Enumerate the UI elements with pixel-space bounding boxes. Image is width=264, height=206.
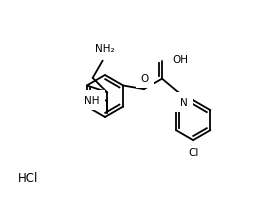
- Text: NH₂: NH₂: [95, 43, 115, 53]
- Text: N: N: [180, 98, 188, 108]
- Text: HCl: HCl: [18, 172, 38, 185]
- Text: NH: NH: [84, 96, 100, 105]
- Text: O: O: [141, 74, 149, 84]
- Text: OH: OH: [172, 55, 188, 64]
- Text: Cl: Cl: [188, 147, 198, 157]
